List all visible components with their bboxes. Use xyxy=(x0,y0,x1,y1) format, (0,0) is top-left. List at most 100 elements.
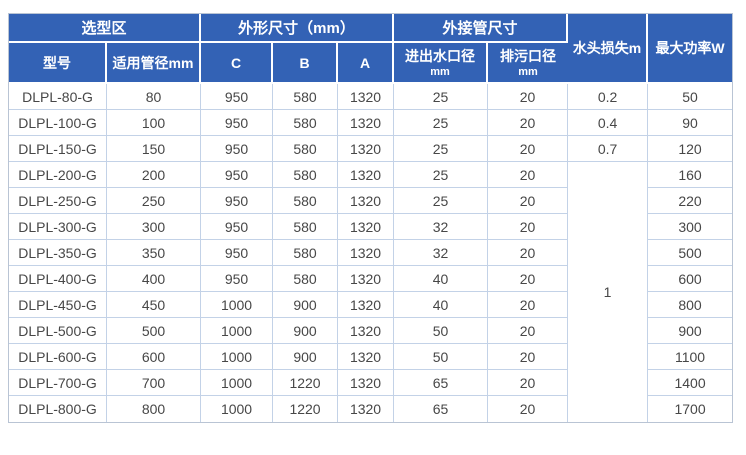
cell-c: 950 xyxy=(201,136,274,162)
table-row: DLPL-80-G 80 950 580 1320 25 20 0.2 50 xyxy=(9,84,733,110)
cell-head-loss: 0.2 xyxy=(568,84,649,110)
cell-model: DLPL-800-G xyxy=(9,396,107,422)
cell-pipe-diameter: 600 xyxy=(107,344,202,370)
cell-c: 1000 xyxy=(201,292,274,318)
cell-inlet-outlet: 40 xyxy=(394,266,489,292)
cell-pipe-diameter: 250 xyxy=(107,188,202,214)
cell-c: 950 xyxy=(201,214,274,240)
table-row: DLPL-600-G 600 1000 900 1320 50 20 1100 xyxy=(9,344,733,370)
cell-a: 1320 xyxy=(338,110,395,136)
cell-model: DLPL-500-G xyxy=(9,318,107,344)
header-inlet-outlet-unit: mm xyxy=(430,66,450,79)
header-sub-row: 型号 适用管径mm C B A 进出水口径 mm 排污口径 mm xyxy=(9,43,732,84)
cell-b: 1220 xyxy=(273,396,339,422)
cell-a: 1320 xyxy=(338,240,395,266)
cell-b: 900 xyxy=(273,344,339,370)
header-inlet-outlet-diameter: 进出水口径 mm xyxy=(394,43,489,84)
cell-pipe-diameter: 200 xyxy=(107,162,202,188)
cell-inlet-outlet: 65 xyxy=(394,370,489,396)
header-dim-b: B xyxy=(273,43,339,84)
header-max-power: 最大功率W xyxy=(648,14,733,84)
cell-drain: 20 xyxy=(488,162,569,188)
cell-inlet-outlet: 25 xyxy=(394,136,489,162)
cell-max-power: 600 xyxy=(648,266,733,292)
cell-max-power: 90 xyxy=(648,110,733,136)
table-row: DLPL-100-G 100 950 580 1320 25 20 0.4 90 xyxy=(9,110,733,136)
header-outer-dimensions: 外形尺寸（mm） xyxy=(201,14,395,43)
cell-model: DLPL-100-G xyxy=(9,110,107,136)
cell-b: 900 xyxy=(273,292,339,318)
table-row: DLPL-150-G 150 950 580 1320 25 20 0.7 120 xyxy=(9,136,733,162)
cell-inlet-outlet: 50 xyxy=(394,318,489,344)
cell-inlet-outlet: 50 xyxy=(394,344,489,370)
cell-pipe-diameter: 100 xyxy=(107,110,202,136)
header-external-pipe-size: 外接管尺寸 xyxy=(394,14,569,43)
table-header: 选型区 外形尺寸（mm） 外接管尺寸 水头损失m 最大功率W 型号 适用管径mm… xyxy=(9,14,733,84)
table-row: DLPL-200-G 200 950 580 1320 25 20 1 160 xyxy=(9,162,733,422)
cell-a: 1320 xyxy=(338,136,395,162)
cell-c: 950 xyxy=(201,110,274,136)
header-pipe-diameter: 适用管径mm xyxy=(107,43,202,84)
cell-head-loss: 0.4 xyxy=(568,110,649,136)
cell-inlet-outlet: 25 xyxy=(394,84,489,110)
table-body: DLPL-80-G 80 950 580 1320 25 20 0.2 50 DLPL-100-G… xyxy=(9,84,733,422)
table-row: DLPL-800-G 800 1000 1220 1320 65 20 1700 xyxy=(9,396,733,422)
header-drain-unit: mm xyxy=(518,66,538,79)
cell-inlet-outlet: 65 xyxy=(394,396,489,422)
cell-drain: 20 xyxy=(488,292,569,318)
cell-inlet-outlet: 32 xyxy=(394,240,489,266)
cell-pipe-diameter: 350 xyxy=(107,240,202,266)
cell-max-power: 1100 xyxy=(648,344,733,370)
cell-max-power: 500 xyxy=(648,240,733,266)
cell-drain: 20 xyxy=(488,396,569,422)
cell-b: 580 xyxy=(273,136,339,162)
cell-max-power: 800 xyxy=(648,292,733,318)
header-dim-c: C xyxy=(201,43,274,84)
cell-drain: 20 xyxy=(488,84,569,110)
cell-a: 1320 xyxy=(338,344,395,370)
cell-max-power: 1400 xyxy=(648,370,733,396)
cell-b: 580 xyxy=(273,214,339,240)
cell-drain: 20 xyxy=(488,344,569,370)
cell-c: 950 xyxy=(201,84,274,110)
header-selection-zone: 选型区 xyxy=(9,14,202,43)
cell-model: DLPL-400-G xyxy=(9,266,107,292)
cell-inlet-outlet: 25 xyxy=(394,162,489,188)
cell-model: DLPL-350-G xyxy=(9,240,107,266)
cell-b: 580 xyxy=(273,110,339,136)
cell-drain: 20 xyxy=(488,266,569,292)
cell-c: 950 xyxy=(201,162,274,188)
cell-drain: 20 xyxy=(488,136,569,162)
cell-a: 1320 xyxy=(338,214,395,240)
table-row: DLPL-350-G 350 950 580 1320 32 20 500 xyxy=(9,240,733,266)
cell-inlet-outlet: 32 xyxy=(394,214,489,240)
cell-model: DLPL-700-G xyxy=(9,370,107,396)
cell-b: 580 xyxy=(273,162,339,188)
spec-table-container: 选型区 外形尺寸（mm） 外接管尺寸 水头损失m 最大功率W 型号 适用管径mm… xyxy=(8,13,734,423)
cell-inlet-outlet: 25 xyxy=(394,110,489,136)
cell-b: 580 xyxy=(273,266,339,292)
cell-a: 1320 xyxy=(338,396,395,422)
cell-a: 1320 xyxy=(338,370,395,396)
cell-a: 1320 xyxy=(338,188,395,214)
cell-model: DLPL-600-G xyxy=(9,344,107,370)
cell-max-power: 900 xyxy=(648,318,733,344)
cell-pipe-diameter: 700 xyxy=(107,370,202,396)
cell-c: 950 xyxy=(201,240,274,266)
cell-c: 1000 xyxy=(201,396,274,422)
cell-a: 1320 xyxy=(338,318,395,344)
cell-a: 1320 xyxy=(338,292,395,318)
cell-pipe-diameter: 450 xyxy=(107,292,202,318)
cell-a: 1320 xyxy=(338,162,395,188)
cell-model: DLPL-150-G xyxy=(9,136,107,162)
header-head-loss: 水头损失m xyxy=(568,14,649,84)
table-row: DLPL-400-G 400 950 580 1320 40 20 600 xyxy=(9,266,733,292)
cell-c: 1000 xyxy=(201,318,274,344)
cell-drain: 20 xyxy=(488,370,569,396)
cell-model: DLPL-250-G xyxy=(9,188,107,214)
cell-model: DLPL-200-G xyxy=(9,162,107,188)
cell-a: 1320 xyxy=(338,84,395,110)
cell-model: DLPL-450-G xyxy=(9,292,107,318)
cell-max-power: 220 xyxy=(648,188,733,214)
cell-model: DLPL-80-G xyxy=(9,84,107,110)
